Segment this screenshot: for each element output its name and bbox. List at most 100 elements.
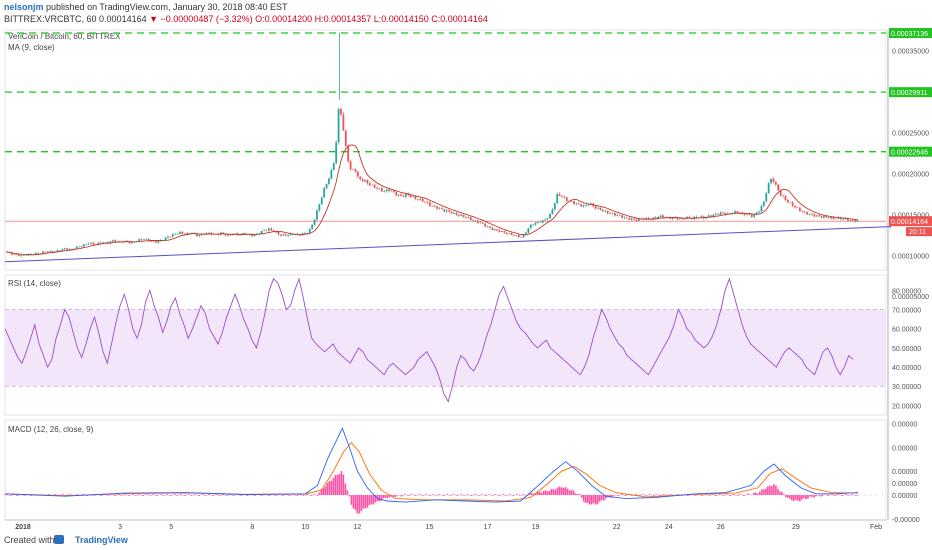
- ohlc-values: O:0.00014200 H:0.00014357 L:0.00014150 C…: [255, 14, 488, 24]
- macd-histogram-bar: [815, 495, 817, 497]
- candle-body: [789, 202, 792, 204]
- macd-histogram-bar: [624, 495, 627, 496]
- candle-body: [407, 194, 410, 196]
- macd-tick-label: 0.00000: [892, 422, 917, 429]
- macd-histogram-bar: [596, 495, 599, 505]
- candle-body: [525, 232, 527, 235]
- candle-body: [611, 213, 614, 214]
- candle-body: [63, 248, 66, 250]
- macd-histogram-bar: [498, 495, 501, 496]
- candle-body: [597, 207, 599, 209]
- candle-body: [380, 188, 383, 192]
- candle-body: [779, 190, 782, 196]
- candle-body: [613, 213, 616, 216]
- macd-histogram-bar: [314, 494, 317, 495]
- candle-body: [147, 239, 150, 242]
- candle-body: [532, 224, 535, 226]
- macd-histogram-bar: [306, 494, 309, 495]
- macd-histogram-bar: [188, 494, 191, 495]
- macd-histogram-bar: [174, 494, 176, 495]
- macd-histogram-bar: [612, 495, 615, 496]
- candle-body: [652, 217, 655, 220]
- macd-histogram-bar: [212, 495, 215, 496]
- macd-histogram-bar: [733, 494, 735, 495]
- rsi-tick-label: 30.00000: [892, 384, 921, 391]
- candle-body: [541, 220, 544, 223]
- time-tick-label: 24: [665, 524, 673, 531]
- candle-body: [539, 222, 542, 223]
- candle-body: [782, 195, 784, 197]
- macd-histogram-bar: [648, 494, 651, 495]
- candle-body: [815, 215, 818, 217]
- candle-body: [549, 214, 551, 219]
- chart-canvas[interactable]: 0.000350000.000300000.000250000.00020000…: [0, 0, 932, 532]
- candle-body: [681, 218, 684, 220]
- candle-body: [803, 211, 806, 213]
- macd-histogram-bar: [600, 495, 603, 501]
- candle-body: [167, 236, 169, 238]
- candle-body: [39, 253, 42, 254]
- macd-histogram-bar: [658, 495, 661, 496]
- macd-histogram-bar: [230, 494, 233, 495]
- candle-body: [690, 218, 693, 219]
- macd-histogram-bar: [334, 475, 337, 495]
- macd-histogram-bar: [737, 495, 739, 496]
- macd-histogram-bar: [582, 495, 585, 502]
- macd-histogram-bar: [378, 495, 381, 502]
- macd-histogram-bar: [520, 495, 523, 496]
- author-link[interactable]: nelsonjm: [4, 2, 44, 12]
- macd-histogram-bar: [414, 495, 417, 496]
- candle-body: [371, 184, 374, 186]
- macd-histogram-bar: [270, 494, 273, 495]
- tradingview-link[interactable]: TradingView: [75, 535, 128, 545]
- candle-body: [311, 224, 314, 230]
- macd-histogram-bar: [464, 495, 467, 496]
- candle-body: [188, 233, 191, 234]
- macd-histogram-bar: [715, 495, 717, 496]
- macd-histogram-bar: [729, 495, 731, 496]
- candle-body: [335, 142, 338, 163]
- price-pane-frame: [4, 29, 887, 271]
- price-tick-label: 0.00010000: [892, 253, 929, 260]
- macd-histogram-bar: [204, 495, 207, 496]
- candle-body: [450, 211, 453, 214]
- candle-body: [207, 232, 210, 234]
- resistance-label-box: [889, 87, 932, 98]
- macd-histogram-bar: [518, 495, 521, 496]
- macd-histogram-bar: [568, 490, 571, 495]
- macd-histogram-bar: [156, 495, 158, 496]
- candle-body: [44, 251, 47, 253]
- macd-histogram-bar: [376, 495, 379, 501]
- candle-body: [107, 242, 109, 244]
- macd-histogram-bar: [761, 489, 763, 495]
- macd-histogram-bar: [408, 495, 411, 496]
- macd-histogram-bar: [546, 491, 549, 495]
- candle-body: [587, 204, 590, 206]
- candle-body: [508, 233, 511, 234]
- last-price-label-box: [889, 216, 932, 227]
- candle-body: [385, 189, 388, 192]
- candle-body: [534, 222, 537, 225]
- candle-body: [717, 213, 720, 215]
- time-tick-label: 22: [613, 524, 621, 531]
- candle-body: [171, 234, 174, 237]
- candle-body: [561, 195, 563, 197]
- candle-body: [522, 234, 525, 238]
- macd-histogram-bar: [837, 494, 839, 495]
- macd-histogram-bar: [809, 495, 811, 497]
- candle-body: [573, 201, 575, 205]
- time-tick-label: Feb: [870, 524, 882, 531]
- macd-histogram-bar: [845, 494, 847, 495]
- macd-histogram-bar: [348, 495, 351, 497]
- time-tick-label: 29: [792, 524, 800, 531]
- candle-body: [354, 169, 357, 172]
- candle-body: [397, 194, 400, 196]
- macd-histogram-bar: [508, 494, 511, 495]
- macd-histogram-bar: [799, 495, 801, 502]
- candle-body: [513, 234, 515, 236]
- macd-histogram-bar: [548, 490, 551, 495]
- macd-histogram-bar: [146, 494, 148, 495]
- macd-histogram-bar: [176, 495, 178, 496]
- candle-body: [618, 215, 621, 216]
- macd-histogram-bar: [76, 494, 78, 495]
